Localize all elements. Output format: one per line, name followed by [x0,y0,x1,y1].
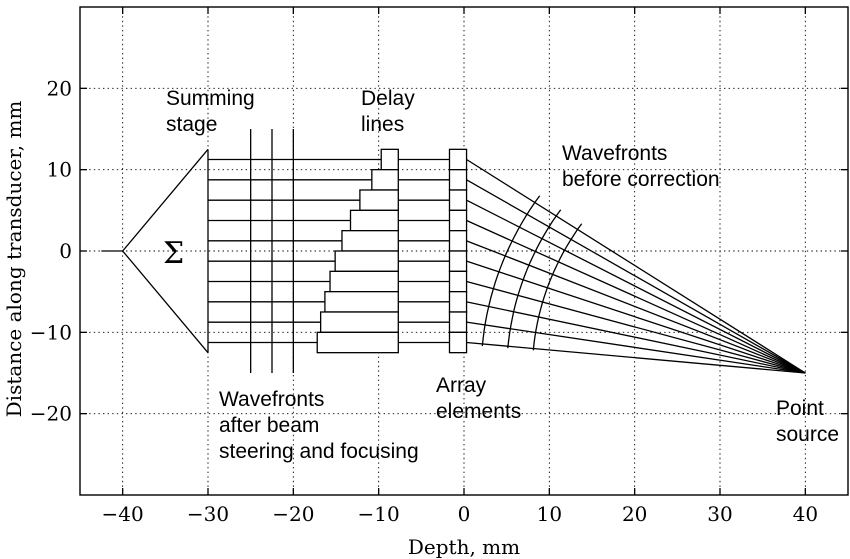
x-tick-label: 40 [793,502,818,526]
array-element [448,331,468,354]
x-tick-label: −30 [187,502,229,526]
delay-line-block [349,209,399,232]
ray-line [466,301,806,374]
axis-ticks: −40 −30 −20 −10 0 10 20 30 40 20 10 0 −10 −20 [30,7,848,526]
array-element [448,230,468,252]
delay-lines-line-1: Delay [361,87,415,110]
x-tick-label: 0 [458,502,471,526]
wavefronts-before-label: Wavefronts before correction [562,142,720,191]
x-tick-label: −20 [272,502,314,526]
array-elements-label: Array elements [436,374,521,423]
y-tick-label: −10 [30,320,72,344]
x-tick-label: 20 [622,502,647,526]
ray-line [466,260,806,374]
ray-line [466,280,806,374]
array-element [448,291,468,313]
ray-line [466,240,806,374]
array-element [448,270,468,293]
summing-stage-line-2: stage [166,113,217,136]
point-source-line-2: source [776,423,839,446]
delay-line-block [371,169,399,191]
x-tick-label: 10 [537,502,562,526]
array-element [448,189,468,211]
array-element [448,311,468,333]
y-tick-label: 20 [47,76,72,100]
beamformer-schematic [101,129,806,374]
wavefronts-before-line-2: before correction [562,168,720,191]
delay-line-block [334,250,399,272]
wavefront-before-arc [507,209,562,349]
ray-line [466,219,806,374]
point-source-label: Point source [776,397,839,446]
wavefronts-after-label: Wavefronts after beam steering and focus… [219,388,419,463]
array-element [448,250,468,272]
wavefront-before-arc [532,223,583,351]
y-axis-title: Distance along transducer, mm [2,101,26,418]
ray-line [466,199,806,374]
array-element [448,169,468,191]
array-element [448,148,468,171]
ray-line [466,158,806,374]
delay-lines-label: Delay lines [361,87,421,136]
y-tick-label: −20 [30,402,72,426]
wavefronts-after-line-1: Wavefronts [219,388,324,411]
sigma-symbol: Σ [163,236,184,271]
x-tick-label: −10 [358,502,400,526]
array-element [448,209,468,232]
x-tick-label: 30 [707,502,732,526]
array-elements-line-2: elements [436,400,521,423]
delay-line-block [329,270,399,293]
x-axis-title: Depth, mm [408,535,520,559]
ray-line [466,341,806,374]
y-tick-label: 0 [59,239,72,263]
delay-line-block [319,311,399,333]
ray-line [466,179,806,374]
x-tick-label: −40 [102,502,144,526]
wavefronts-after-line-3: steering and focusing [219,440,419,463]
delay-line-block [324,291,399,313]
summing-stage-label: Summing stage [166,87,261,136]
delay-lines-line-2: lines [361,113,404,136]
delay-line-block [359,189,399,211]
delay-line-block [316,331,399,354]
summing-stage-triangle [121,148,209,354]
delay-line-block [380,148,399,171]
ray-line [466,321,806,374]
wavefronts-after-line-2: after beam [219,414,319,437]
wavefront-before-arc [481,195,541,347]
y-tick-label: 10 [47,158,72,182]
point-source-line-1: Point [776,397,824,420]
summing-stage-line-1: Summing [166,87,255,110]
wavefronts-before-line-1: Wavefronts [562,142,667,165]
array-elements-line-1: Array [436,374,487,397]
delay-line-block [341,230,399,252]
